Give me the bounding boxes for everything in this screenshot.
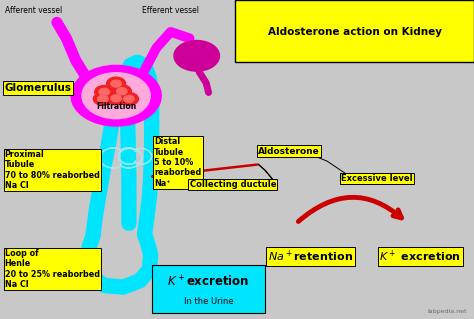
Text: In the Urine: In the Urine	[184, 297, 233, 306]
Circle shape	[112, 85, 131, 98]
Text: Collecting ductule: Collecting ductule	[190, 180, 276, 189]
Text: Distal
Tubule
5 to 10%
reaborbed
Na⁺: Distal Tubule 5 to 10% reaborbed Na⁺	[154, 137, 201, 188]
Text: Glomerulus: Glomerulus	[5, 83, 72, 93]
Circle shape	[174, 41, 219, 71]
Text: Aldosterone action on Kidney: Aldosterone action on Kidney	[267, 27, 442, 37]
Circle shape	[98, 95, 108, 102]
Circle shape	[82, 73, 150, 119]
FancyArrowPatch shape	[298, 197, 401, 221]
Text: $K^+$excretion: $K^+$excretion	[167, 275, 250, 290]
Text: Excessive level: Excessive level	[341, 174, 413, 183]
Circle shape	[107, 92, 126, 105]
Text: Aldosterone: Aldosterone	[258, 147, 320, 156]
Text: $Na^+$retention: $Na^+$retention	[268, 249, 353, 264]
Circle shape	[107, 77, 126, 90]
Text: Loop of
Henle
20 to 25% reaborbed
Na Cl: Loop of Henle 20 to 25% reaborbed Na Cl	[5, 249, 100, 289]
Circle shape	[93, 93, 112, 105]
Circle shape	[71, 65, 161, 126]
Circle shape	[111, 80, 121, 87]
FancyBboxPatch shape	[152, 265, 265, 313]
Circle shape	[111, 95, 121, 102]
Circle shape	[124, 95, 134, 102]
Text: Efferent vessel: Efferent vessel	[142, 6, 199, 15]
Circle shape	[99, 88, 109, 95]
Circle shape	[119, 93, 138, 105]
Circle shape	[117, 88, 127, 95]
Text: labpedia.net: labpedia.net	[428, 309, 467, 314]
Text: Proximal
Tubule
70 to 80% reaborbed
Na Cl: Proximal Tubule 70 to 80% reaborbed Na C…	[5, 150, 100, 190]
Text: $K^+$ excretion: $K^+$ excretion	[379, 249, 461, 264]
Text: Afferent vessel: Afferent vessel	[5, 6, 62, 15]
FancyBboxPatch shape	[235, 0, 474, 62]
Circle shape	[95, 85, 114, 98]
Text: Filtration: Filtration	[96, 102, 136, 111]
